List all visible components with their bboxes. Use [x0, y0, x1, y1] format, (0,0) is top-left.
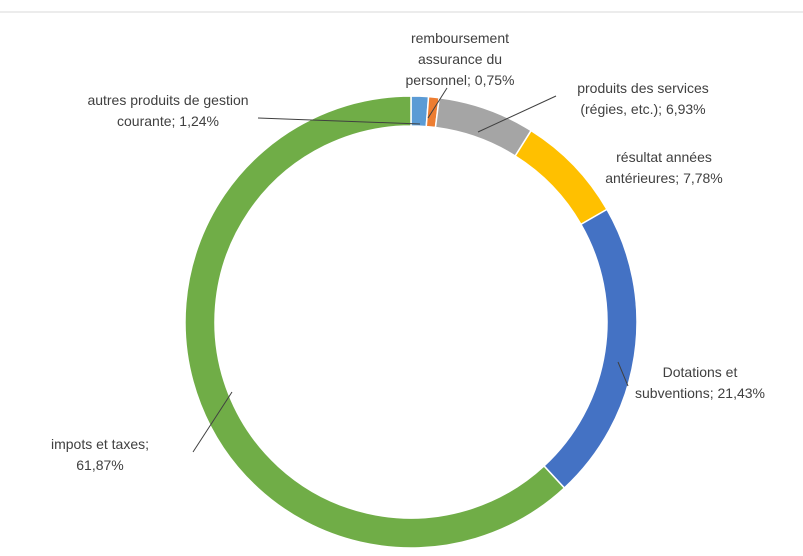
slice — [184, 95, 566, 549]
data-label: résultat années antérieures; 7,78% — [589, 147, 739, 189]
slice — [434, 96, 533, 158]
slice — [542, 208, 638, 490]
leader-line — [257, 117, 421, 125]
leader-line — [477, 95, 557, 133]
data-label: remboursement assurance du personnel; 0,… — [390, 28, 530, 91]
data-label: Dotations et subventions; 21,43% — [625, 362, 775, 404]
value-label: 7,78% — [683, 170, 723, 186]
data-label: impots et taxes; 61,87% — [35, 434, 165, 476]
category-name: résultat années antérieures; — [605, 149, 712, 186]
leader-line — [617, 361, 629, 387]
category-name: produits des services (régies, etc.); — [577, 80, 709, 117]
data-label: autres produits de gestion courante; 1,2… — [83, 90, 253, 132]
data-label: produits des services (régies, etc.); 6,… — [558, 78, 728, 120]
value-label: 21,43% — [717, 385, 765, 401]
category-name: remboursement assurance du personnel; — [405, 30, 510, 88]
category-name: Dotations et subventions; — [635, 364, 738, 401]
value-label: 0,75% — [474, 72, 515, 88]
value-label: 1,24% — [179, 113, 219, 129]
value-label: 61,87% — [76, 457, 124, 473]
leader-line — [192, 391, 233, 453]
value-label: 6,93% — [665, 101, 706, 117]
leader-line — [427, 87, 448, 119]
category-name: autres produits de gestion courante; — [87, 92, 249, 129]
category-name: impots et taxes; — [50, 436, 150, 452]
